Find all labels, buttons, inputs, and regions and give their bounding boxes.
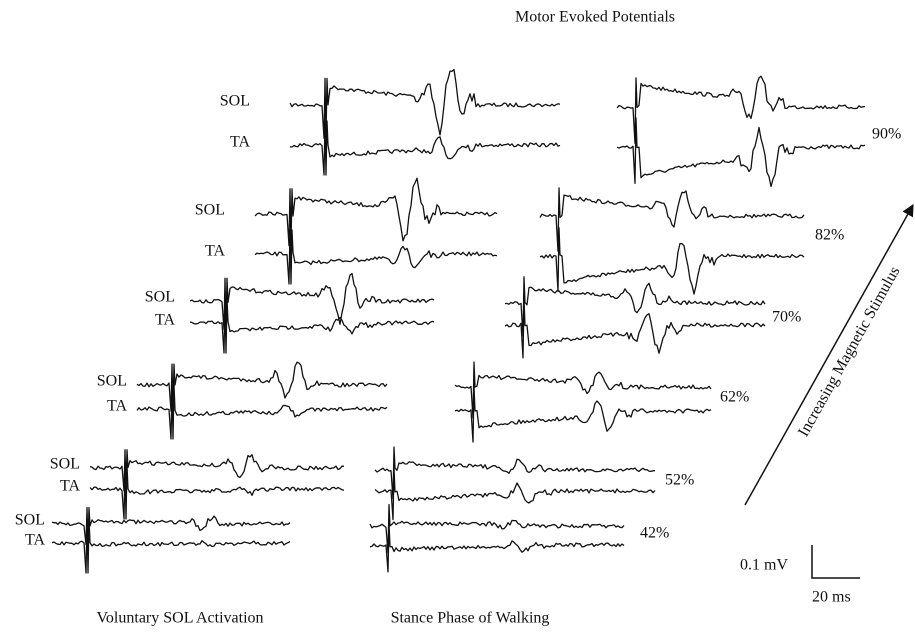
column-label: Voluntary SOL Activation bbox=[96, 610, 263, 627]
stimulus-label: 52% bbox=[665, 472, 694, 489]
muscle-label: SOL bbox=[97, 373, 127, 390]
muscle-label: TA bbox=[155, 312, 175, 329]
stimulus-label: 70% bbox=[772, 309, 801, 326]
emg-trace bbox=[189, 272, 435, 331]
emg-trace bbox=[454, 385, 712, 443]
scale-amplitude: 0.1 mV bbox=[740, 557, 788, 574]
emg-trace bbox=[89, 449, 344, 492]
emg-trace bbox=[374, 467, 656, 521]
emg-trace bbox=[51, 507, 291, 546]
emg-trace bbox=[539, 227, 805, 295]
emg-trace bbox=[136, 361, 388, 412]
emg-trace bbox=[369, 503, 625, 554]
column-label: Stance Phase of Walking bbox=[391, 610, 550, 627]
figure-title: Motor Evoked Potentials bbox=[515, 9, 675, 26]
stimulus-label: 62% bbox=[720, 389, 749, 406]
stimulus-label: 90% bbox=[872, 126, 901, 143]
stimulus-label: 82% bbox=[815, 227, 844, 244]
muscle-label: SOL bbox=[195, 202, 225, 219]
emg-trace bbox=[454, 361, 712, 419]
muscle-label: SOL bbox=[50, 456, 80, 473]
emg-trace bbox=[616, 75, 866, 145]
arrow-label: Increasing Magnetic Stimulus bbox=[795, 264, 903, 440]
muscle-label: TA bbox=[107, 398, 127, 415]
muscle-label: TA bbox=[230, 134, 250, 151]
emg-trace bbox=[289, 68, 561, 139]
emg-trace bbox=[51, 518, 291, 574]
muscle-label: TA bbox=[60, 478, 80, 495]
muscle-label: TA bbox=[205, 243, 225, 260]
stimulus-arrow bbox=[744, 203, 914, 506]
emg-trace bbox=[504, 298, 766, 359]
emg-trace bbox=[539, 187, 805, 252]
scale-bar bbox=[811, 545, 860, 579]
scale-time: 20 ms bbox=[812, 589, 851, 606]
muscle-label: SOL bbox=[220, 93, 250, 110]
emg-trace bbox=[289, 120, 561, 176]
muscle-label: TA bbox=[25, 532, 45, 549]
emg-trace bbox=[89, 464, 345, 520]
muscle-label: SOL bbox=[15, 512, 45, 529]
muscle-label: SOL bbox=[145, 289, 175, 306]
emg-trace bbox=[616, 117, 866, 188]
stimulus-label: 42% bbox=[640, 525, 669, 542]
emg-trace bbox=[505, 276, 766, 337]
emg-trace bbox=[136, 384, 388, 440]
emg-trace bbox=[189, 298, 435, 354]
emg-trace bbox=[254, 229, 498, 285]
emg-trace bbox=[254, 177, 498, 247]
emg-trace bbox=[369, 522, 625, 573]
emg-trace bbox=[374, 446, 655, 500]
